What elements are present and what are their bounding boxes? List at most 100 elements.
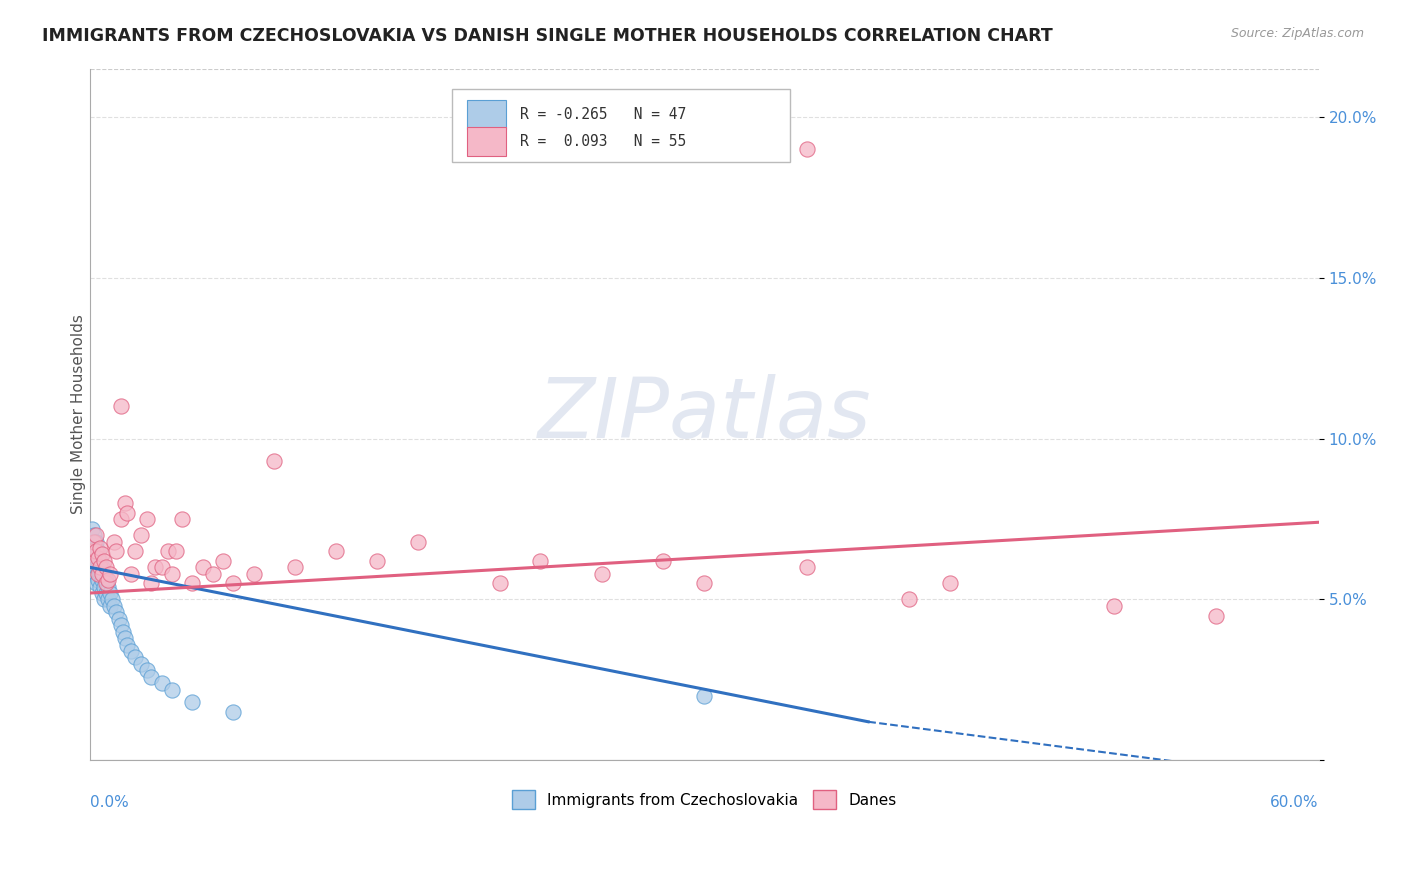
Point xyxy=(160,566,183,581)
Text: 0.0%: 0.0% xyxy=(90,795,128,810)
Point xyxy=(97,580,120,594)
Point xyxy=(80,534,103,549)
Point xyxy=(80,544,103,558)
Point xyxy=(103,534,125,549)
Point xyxy=(124,544,146,558)
Point xyxy=(591,566,613,581)
Point xyxy=(366,554,388,568)
Point xyxy=(150,676,173,690)
Y-axis label: Single Mother Households: Single Mother Households xyxy=(72,315,86,515)
Point xyxy=(91,560,114,574)
Point xyxy=(201,566,224,581)
Point xyxy=(98,599,121,613)
Point xyxy=(120,566,142,581)
Point xyxy=(93,592,115,607)
Point xyxy=(80,544,103,558)
Point xyxy=(87,560,110,574)
Point xyxy=(165,544,187,558)
Point xyxy=(111,624,134,639)
Point xyxy=(488,576,510,591)
Point xyxy=(529,554,551,568)
Point xyxy=(89,580,111,594)
Point xyxy=(83,566,105,581)
Point xyxy=(91,573,114,587)
Point xyxy=(97,573,120,587)
Point xyxy=(83,534,105,549)
Point xyxy=(89,566,111,581)
Point xyxy=(115,506,138,520)
Point xyxy=(96,576,118,591)
Point xyxy=(693,576,716,591)
Text: R = -0.265   N = 47: R = -0.265 N = 47 xyxy=(520,107,686,122)
Point xyxy=(110,618,132,632)
Point xyxy=(898,592,921,607)
Point xyxy=(83,550,105,565)
Point xyxy=(105,544,128,558)
Point xyxy=(181,576,204,591)
Point xyxy=(89,554,111,568)
Point xyxy=(222,576,245,591)
Point xyxy=(91,548,114,562)
Point xyxy=(103,599,125,613)
Point xyxy=(263,454,285,468)
Point xyxy=(1102,599,1125,613)
Point xyxy=(284,560,307,574)
Point xyxy=(129,528,152,542)
Point xyxy=(796,142,818,156)
Point xyxy=(83,554,105,568)
Point xyxy=(83,528,105,542)
Point xyxy=(87,566,110,581)
Point xyxy=(84,528,107,542)
Point xyxy=(325,544,347,558)
Point xyxy=(87,544,110,558)
Point xyxy=(84,548,107,562)
Point xyxy=(156,544,179,558)
Point xyxy=(107,612,129,626)
Point xyxy=(93,580,115,594)
Point xyxy=(80,522,103,536)
Point xyxy=(110,400,132,414)
Point xyxy=(98,586,121,600)
Point xyxy=(84,534,107,549)
Point xyxy=(1205,608,1227,623)
Point xyxy=(136,663,159,677)
Point xyxy=(101,592,124,607)
Point xyxy=(115,638,138,652)
Point xyxy=(181,696,204,710)
Point xyxy=(110,512,132,526)
Point xyxy=(129,657,152,671)
Point xyxy=(141,576,163,591)
Point xyxy=(93,566,115,581)
Point xyxy=(84,576,107,591)
Point xyxy=(87,573,110,587)
Point xyxy=(114,631,136,645)
Text: Source: ZipAtlas.com: Source: ZipAtlas.com xyxy=(1230,27,1364,40)
Point xyxy=(120,644,142,658)
Point xyxy=(124,650,146,665)
Point xyxy=(652,554,675,568)
Point xyxy=(87,550,110,565)
Point xyxy=(98,566,121,581)
Point xyxy=(105,605,128,619)
Point xyxy=(796,560,818,574)
FancyBboxPatch shape xyxy=(453,89,790,162)
Point xyxy=(84,560,107,574)
Point xyxy=(91,566,114,581)
Point xyxy=(114,496,136,510)
Point xyxy=(242,566,264,581)
Point xyxy=(89,541,111,555)
Point xyxy=(96,586,118,600)
Text: 60.0%: 60.0% xyxy=(1271,795,1319,810)
Point xyxy=(160,682,183,697)
FancyBboxPatch shape xyxy=(467,100,506,129)
Point xyxy=(84,544,107,558)
Point xyxy=(191,560,214,574)
Text: IMMIGRANTS FROM CZECHOSLOVAKIA VS DANISH SINGLE MOTHER HOUSEHOLDS CORRELATION CH: IMMIGRANTS FROM CZECHOSLOVAKIA VS DANISH… xyxy=(42,27,1053,45)
Point xyxy=(89,560,111,574)
Text: ZIPatlas: ZIPatlas xyxy=(537,374,872,455)
Point xyxy=(222,705,245,719)
FancyBboxPatch shape xyxy=(467,127,506,156)
Point xyxy=(693,689,716,703)
Point xyxy=(212,554,235,568)
Point xyxy=(91,586,114,600)
